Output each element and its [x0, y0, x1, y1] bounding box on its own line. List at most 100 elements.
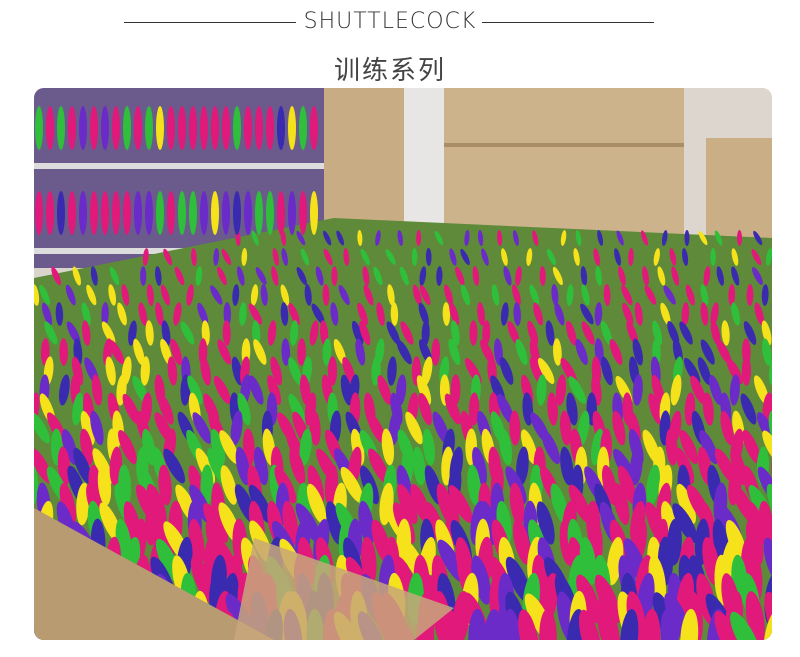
- feather: [620, 608, 639, 640]
- feather: [97, 464, 112, 506]
- feather: [376, 302, 385, 326]
- feather: [609, 339, 623, 365]
- feather: [600, 320, 613, 346]
- feather: [396, 374, 407, 406]
- feather: [250, 284, 259, 306]
- feather: [41, 302, 53, 326]
- feather: [444, 284, 454, 306]
- feather: [338, 285, 350, 305]
- feather: [411, 248, 418, 266]
- feather: [72, 266, 81, 286]
- feather: [679, 429, 699, 465]
- feather: [721, 320, 730, 346]
- feather: [325, 501, 344, 545]
- feather: [90, 410, 104, 446]
- feather: [296, 230, 306, 246]
- feather: [416, 375, 432, 405]
- feather: [200, 191, 208, 235]
- feather: [244, 191, 252, 235]
- feather: [566, 320, 577, 346]
- feather: [628, 248, 634, 266]
- feather: [481, 248, 489, 266]
- feather: [763, 609, 772, 640]
- feather: [112, 191, 120, 235]
- feather: [232, 284, 240, 306]
- feather: [117, 302, 127, 326]
- feather: [80, 410, 95, 446]
- feather: [697, 357, 712, 385]
- feather: [762, 430, 772, 464]
- feather: [170, 338, 183, 366]
- feather: [213, 248, 220, 266]
- feather: [118, 429, 137, 465]
- feather: [665, 428, 678, 466]
- feather: [142, 248, 149, 266]
- feather: [323, 248, 333, 266]
- feather: [612, 410, 626, 446]
- feather: [34, 448, 52, 484]
- feather: [203, 503, 228, 543]
- feather: [731, 302, 741, 326]
- feather: [551, 284, 559, 306]
- feather: [160, 284, 171, 306]
- feather: [231, 356, 243, 386]
- feather: [396, 339, 412, 365]
- feather: [230, 410, 243, 446]
- feather: [698, 230, 708, 246]
- feather: [387, 356, 397, 386]
- feather: [743, 321, 757, 345]
- feather: [210, 428, 226, 466]
- feather: [253, 339, 267, 365]
- feather: [422, 428, 436, 466]
- feather: [520, 429, 538, 465]
- feather: [497, 230, 503, 246]
- feather: [101, 106, 109, 150]
- feather: [740, 393, 757, 425]
- feather: [266, 106, 274, 150]
- feather: [613, 483, 630, 525]
- feather: [578, 609, 602, 640]
- feather: [455, 266, 465, 286]
- feather: [44, 321, 58, 345]
- feather: [360, 248, 370, 266]
- feather: [101, 321, 116, 345]
- feather: [573, 248, 580, 266]
- feather: [679, 321, 693, 345]
- feather: [671, 266, 680, 286]
- feather: [731, 266, 740, 286]
- feather: [277, 191, 285, 235]
- feather: [145, 320, 154, 346]
- feather: [477, 230, 484, 246]
- feather: [145, 191, 153, 235]
- feather: [766, 248, 772, 266]
- feather: [289, 447, 306, 485]
- feather: [174, 266, 185, 286]
- feather: [516, 446, 529, 486]
- feather: [436, 266, 443, 286]
- feather: [73, 447, 93, 485]
- feather: [385, 249, 396, 265]
- feather: [527, 320, 539, 346]
- feather: [469, 320, 478, 346]
- feather: [219, 430, 239, 464]
- feather: [363, 284, 374, 306]
- feather: [155, 302, 164, 326]
- feather: [499, 428, 513, 466]
- feather: [763, 537, 772, 585]
- feather: [210, 285, 223, 305]
- feather: [399, 266, 409, 286]
- feather: [629, 446, 643, 486]
- feather: [513, 519, 531, 565]
- feather: [758, 500, 772, 546]
- feather: [472, 446, 488, 486]
- feather: [357, 230, 363, 246]
- feather: [322, 284, 330, 306]
- feather: [661, 230, 668, 246]
- feather: [155, 266, 162, 286]
- feather: [541, 429, 561, 465]
- feather: [737, 230, 743, 246]
- feather: [601, 356, 613, 386]
- feather: [703, 266, 711, 286]
- feather: [477, 302, 485, 326]
- feather: [71, 356, 84, 386]
